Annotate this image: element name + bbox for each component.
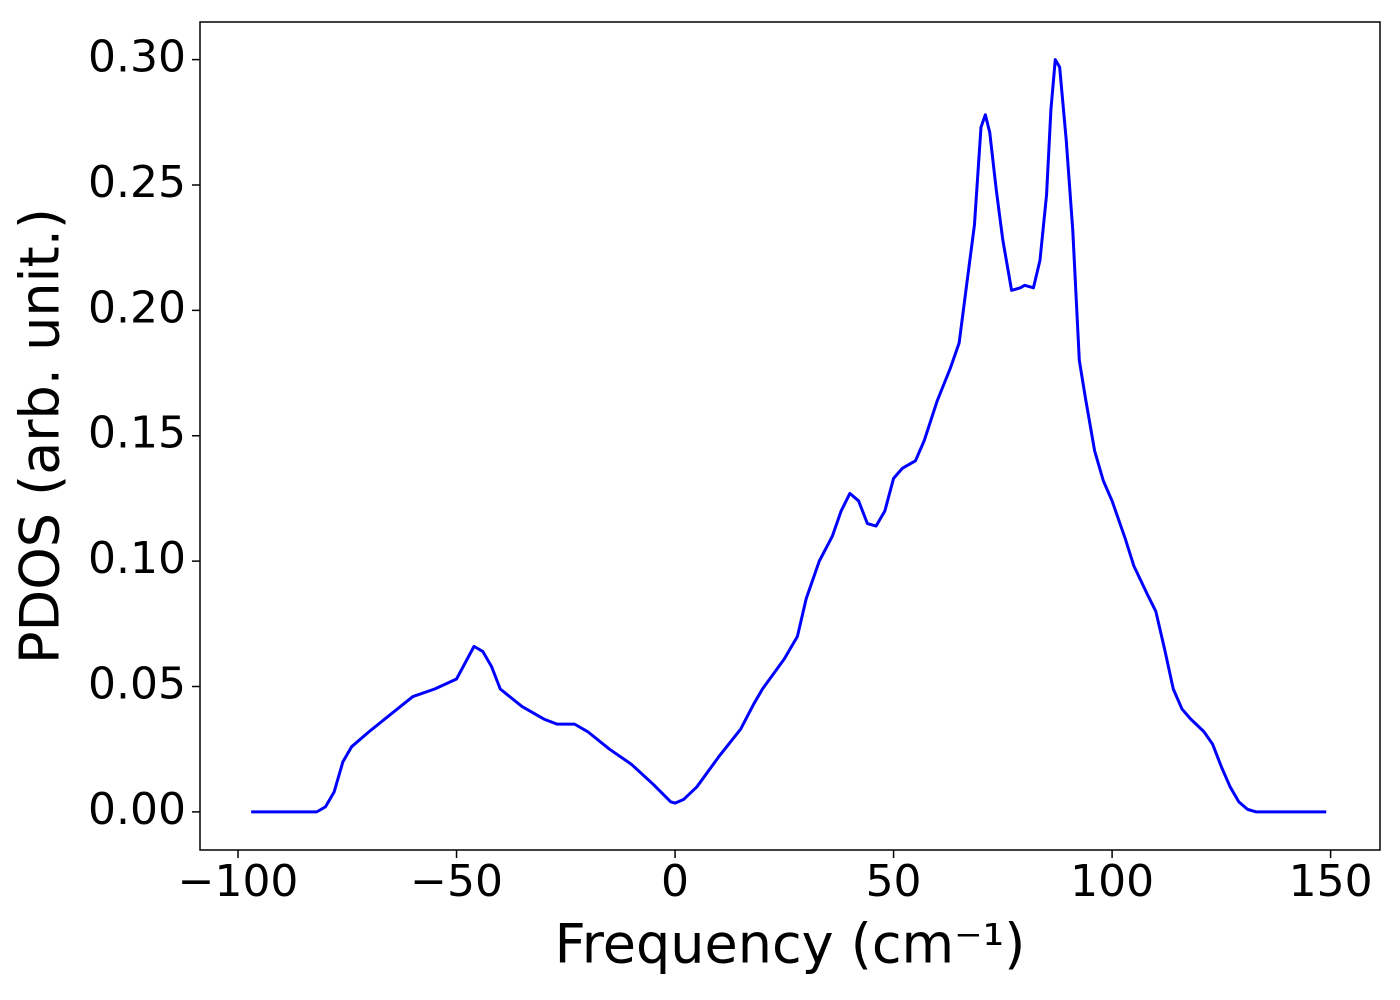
y-tick-label: 0.15: [88, 408, 186, 459]
x-axis-label: Frequency (cm⁻¹): [555, 913, 1026, 976]
x-tick-label: 150: [1289, 856, 1373, 907]
x-tick-label: 0: [661, 856, 689, 907]
y-tick-label: 0.10: [88, 533, 186, 584]
y-tick-label: 0.00: [88, 784, 186, 835]
x-tick-label: 100: [1070, 856, 1154, 907]
x-tick-label: −50: [410, 856, 503, 907]
line-series: [251, 58, 1327, 814]
y-tick-label: 0.25: [88, 157, 186, 208]
y-tick-label: 0.30: [88, 32, 186, 83]
x-tick-label: −100: [178, 856, 299, 907]
x-tick-label: 50: [866, 856, 922, 907]
y-axis-label: PDOS (arb. unit.): [9, 208, 72, 664]
y-tick-label: 0.20: [88, 282, 186, 333]
y-tick-label: 0.05: [88, 659, 186, 710]
